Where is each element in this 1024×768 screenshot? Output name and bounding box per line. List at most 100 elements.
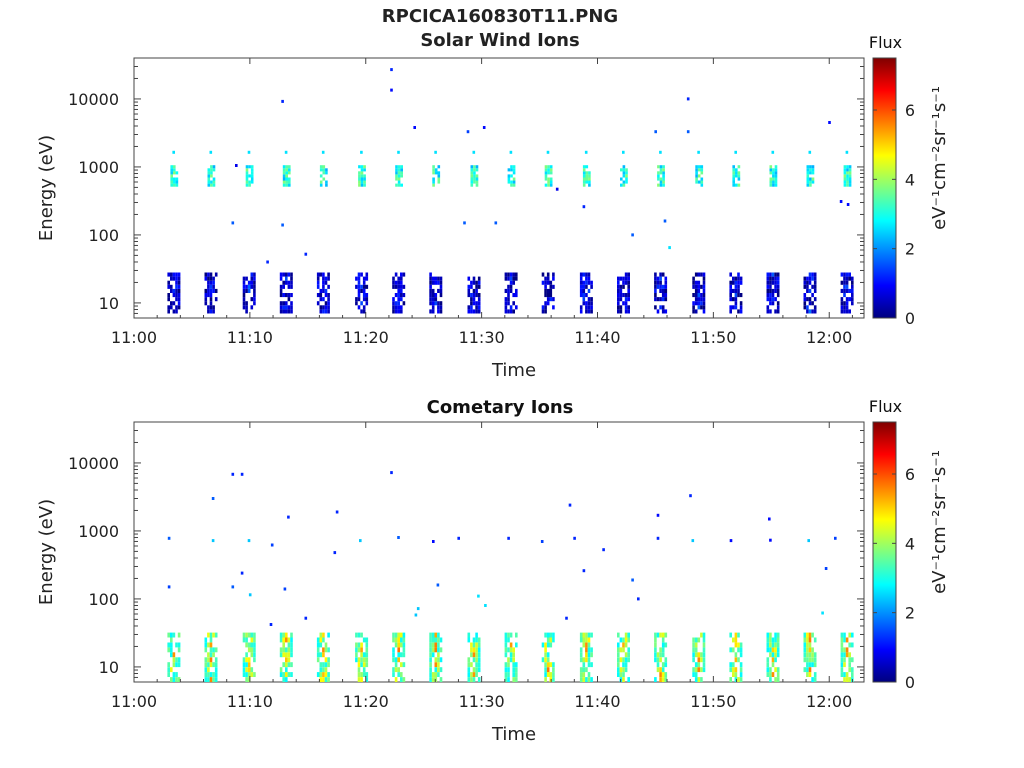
flux-cell — [697, 174, 701, 178]
flux-cell — [627, 305, 630, 310]
flux-cell — [549, 168, 553, 172]
flux-cell — [544, 642, 547, 648]
flux-cell — [544, 652, 547, 658]
flux-cell — [664, 288, 668, 293]
flux-cell — [327, 672, 330, 677]
flux-cell — [661, 284, 665, 289]
flux-cell — [582, 288, 586, 293]
flux-cell — [250, 174, 254, 178]
flux-cell — [544, 632, 547, 638]
flux-cell — [619, 293, 623, 298]
flux-cell — [172, 657, 176, 663]
flux-cell — [657, 174, 660, 178]
flux-cell — [664, 677, 668, 682]
flux-cell — [250, 276, 254, 281]
flux-cell — [207, 657, 210, 663]
flux-cell — [394, 662, 398, 668]
flux-cell — [771, 280, 775, 285]
flux-cell — [766, 272, 770, 277]
flux-cell — [654, 272, 657, 277]
flux-cell — [504, 276, 508, 281]
flux-cell — [395, 171, 398, 175]
flux-cell — [549, 662, 553, 668]
flux-cell — [654, 293, 657, 298]
flux-cell — [290, 301, 293, 306]
flux-cell — [285, 652, 288, 658]
flux-cell — [400, 183, 403, 187]
flux-cell — [284, 150, 288, 154]
x-tick-label: 11:30 — [459, 692, 505, 711]
flux-cell — [661, 647, 665, 653]
flux-cell — [245, 171, 249, 175]
flux-cell — [324, 305, 328, 310]
flux-cell — [811, 180, 815, 184]
flux-cell — [242, 632, 246, 638]
flux-cell — [504, 309, 508, 314]
flux-cell — [659, 165, 663, 169]
flux-cell — [472, 301, 476, 306]
flux-cell — [697, 272, 701, 277]
flux-cell — [845, 677, 849, 682]
flux-cell — [579, 632, 583, 638]
flux-cell — [397, 276, 400, 281]
flux-cell — [803, 301, 807, 306]
flux-cell — [247, 647, 251, 653]
flux-cell — [848, 276, 851, 281]
flux-cell — [552, 672, 555, 677]
flux-cell — [207, 280, 210, 285]
flux-cell — [808, 301, 812, 306]
flux-cell — [772, 168, 775, 172]
flux-cell — [287, 297, 291, 302]
flux-cell — [177, 272, 181, 277]
flux-cell — [363, 174, 366, 178]
flux-cell — [365, 284, 369, 289]
flux-cell — [504, 667, 508, 673]
flux-cell — [624, 276, 628, 281]
flux-cell — [319, 183, 323, 187]
flux-cell — [470, 177, 474, 181]
flux-cell — [358, 174, 361, 178]
flux-cell — [316, 672, 320, 677]
flux-cell — [357, 297, 361, 302]
flux-cell — [365, 637, 369, 643]
flux-cell — [848, 662, 851, 668]
flux-cell — [477, 647, 481, 653]
flux-cell — [843, 647, 846, 653]
flux-cell — [766, 657, 770, 663]
flux-cell — [175, 677, 178, 682]
flux-cell — [282, 165, 286, 169]
flux-cell — [167, 280, 170, 285]
flux-cell — [769, 284, 772, 289]
flux-cell — [477, 667, 481, 673]
flux-cell — [549, 293, 553, 298]
flux-cell — [739, 301, 743, 306]
flux-cell — [734, 293, 738, 298]
flux-point — [390, 471, 393, 475]
flux-cell — [732, 280, 735, 285]
flux-cell — [509, 647, 513, 653]
flux-cell — [661, 677, 665, 682]
flux-cell — [510, 183, 513, 187]
flux-cell — [472, 276, 476, 281]
flux-point — [555, 187, 559, 191]
flux-cell — [470, 280, 473, 285]
flux-cell — [803, 657, 807, 663]
flux-cell — [809, 183, 812, 187]
flux-cell — [662, 174, 665, 178]
flux-cell — [282, 183, 286, 187]
flux-cell — [507, 637, 510, 643]
flux-cell — [619, 667, 623, 673]
flux-cell — [214, 647, 218, 653]
flux-cell — [472, 652, 476, 658]
flux-cell — [774, 165, 778, 169]
flux-cell — [437, 174, 441, 178]
flux-cell — [394, 301, 398, 306]
flux-cell — [282, 309, 285, 314]
flux-cell — [170, 177, 173, 181]
flux-cell — [843, 637, 846, 643]
flux-cell — [695, 171, 698, 175]
flux-cell — [657, 165, 660, 169]
flux-cell — [507, 667, 510, 673]
flux-cell — [397, 165, 401, 169]
